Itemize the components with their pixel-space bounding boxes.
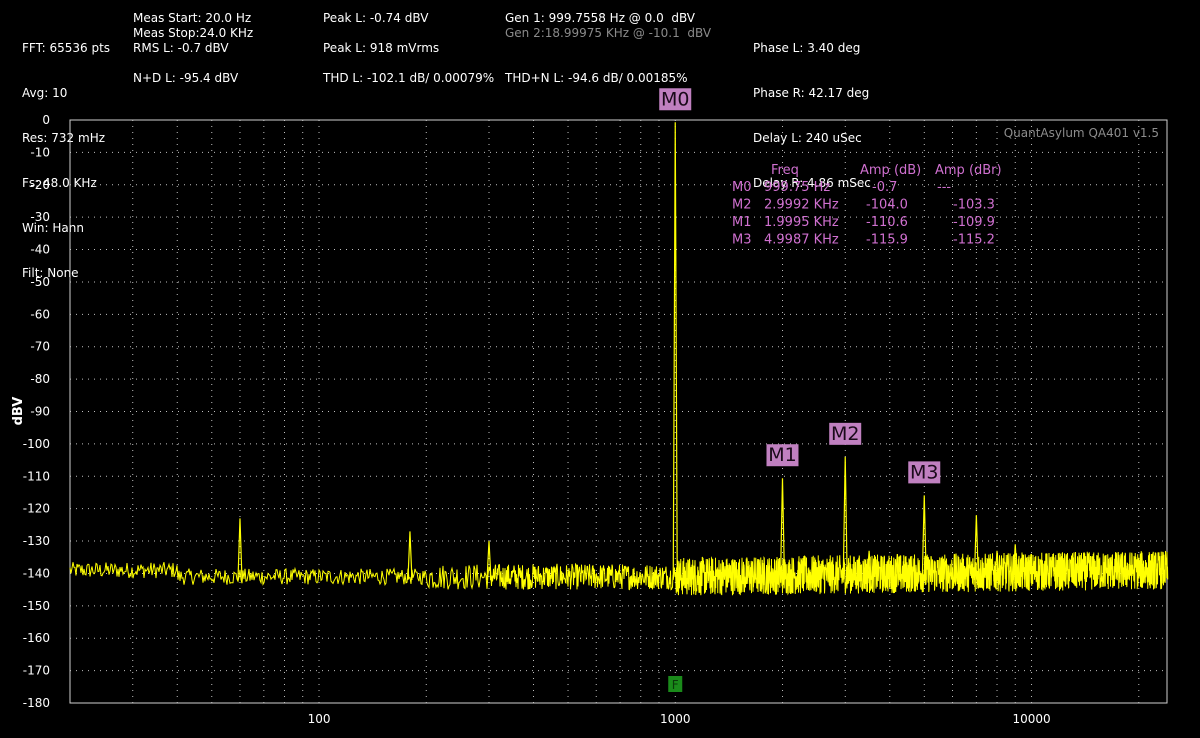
- avg-count: Avg: 10: [22, 86, 68, 100]
- fft-info: FFT: 65536 pts Avg: 10 Res: 732 mHz Fs: …: [22, 11, 110, 296]
- phase-l: Phase L: 3.40 deg: [753, 41, 861, 55]
- marker-M3-label: M3: [910, 461, 938, 483]
- marker-table-cell: -104.0: [866, 198, 908, 213]
- spike-8: [921, 495, 927, 580]
- marker-table-cell: M3: [732, 233, 752, 248]
- y-tick-label: -90: [30, 405, 50, 419]
- phase-r: Phase R: 42.17 deg: [753, 86, 870, 100]
- y-tick-label: 0: [42, 113, 50, 127]
- marker-table-cell: 4.9987 KHz: [764, 233, 839, 248]
- phase-info: Phase L: 3.40 deg Phase R: 42.17 deg Del…: [753, 11, 871, 206]
- marker-table-cell: -103.3: [953, 198, 995, 213]
- spike-3: [672, 122, 678, 580]
- marker-M0-label: M0: [661, 88, 689, 110]
- spike-7: [894, 553, 900, 580]
- marker-M1-label: M1: [768, 444, 796, 466]
- y-tick-label: -50: [30, 275, 50, 289]
- marker-table-cell: ---: [937, 180, 951, 195]
- plot-frame: [69, 119, 1168, 704]
- marker-table-cell: M0: [732, 180, 752, 195]
- marker-table-cell: -109.9: [953, 215, 995, 230]
- marker-table-cell: -0.7: [872, 180, 897, 195]
- marker-M3-box: [908, 461, 941, 484]
- y-tick-label: -120: [23, 502, 50, 516]
- marker-table-cell: -110.6: [866, 215, 908, 230]
- thdn-readout: THD+N L: -94.6 dB/ 0.00185%: [505, 71, 688, 85]
- spike-9: [973, 515, 979, 580]
- x-tick-label: 10000: [1012, 712, 1050, 726]
- spike-10: [994, 550, 1000, 580]
- gen2-readout: Gen 2:18.99975 KHz @ -10.1 dBV: [505, 26, 712, 40]
- marker-table-header-amp-db: Amp (dB): [860, 163, 921, 178]
- y-axis-ticks: 0 -10 -20 -30 -40 -50 -60 -70 -80 -90 -100 -110 -120…: [23, 113, 50, 710]
- spike-2: [486, 541, 492, 580]
- y-tick-label: -60: [30, 307, 50, 321]
- y-tick-label: -180: [23, 696, 50, 710]
- y-tick-label: -110: [23, 469, 50, 483]
- delay-l: Delay L: 240 uSec: [753, 131, 862, 145]
- spike-11: [1012, 544, 1018, 580]
- y-tick-label: -160: [23, 631, 50, 645]
- y-tick-label: -100: [23, 437, 50, 451]
- marker-M2-box: [829, 422, 862, 445]
- y-tick-label: -150: [23, 599, 50, 613]
- marker-M1-box: [766, 444, 799, 467]
- fft-points: FFT: 65536 pts: [22, 41, 111, 55]
- resolution: Res: 732 mHz: [22, 131, 106, 145]
- marker-table-cell: 1.9995 KHz: [764, 215, 839, 230]
- gen1-readout: Gen 1: 999.7558 Hz @ 0.0 dBV: [505, 11, 696, 25]
- y-tick-label: -40: [30, 243, 50, 257]
- spike-6: [866, 550, 872, 580]
- y-tick-label: -140: [23, 566, 50, 580]
- marker-table-cell: 999.75 Hz: [764, 180, 830, 195]
- marker-table-cell: 2.9992 KHz: [764, 198, 839, 213]
- harmonic-spikes: [237, 122, 1018, 580]
- marker-M0-box: [659, 88, 692, 111]
- marker-M2-label: M2: [831, 423, 859, 445]
- markers: M0 M1 M2 M3 F: [659, 88, 941, 692]
- f-marker-box: [668, 676, 683, 692]
- x-tick-label: 100: [308, 712, 331, 726]
- marker-table: Freq Amp (dB) Amp (dBr) M0 999.75 Hz -0.7 -…: [732, 163, 1002, 248]
- spike-1: [407, 531, 413, 580]
- marker-table-cell: M1: [732, 215, 752, 230]
- peak-mvrms: Peak L: 918 mVrms: [323, 41, 440, 55]
- peak-dbv: Peak L: -0.74 dBV: [323, 11, 429, 25]
- sample-rate: Fs: 48.0 KHz: [22, 176, 97, 190]
- marker-table-header-amp-dbr: Amp (dBr): [935, 163, 1002, 178]
- marker-table-cell: -115.2: [953, 233, 995, 248]
- delay-r: Delay R: 4.86 mSec: [753, 176, 871, 190]
- y-tick-label: -70: [30, 340, 50, 354]
- y-tick-label: -20: [30, 178, 50, 192]
- marker-table-cell: M2: [732, 198, 752, 213]
- y-axis-label: dBV: [11, 397, 26, 426]
- rms-level: RMS L: -0.7 dBV: [133, 41, 229, 55]
- filter-type: Filt: None: [22, 266, 79, 280]
- y-tick-label: -170: [23, 664, 50, 678]
- marker-table-header-freq: Freq: [771, 163, 799, 178]
- marker-table-cell: -115.9: [866, 233, 908, 248]
- x-tick-label: 1000: [660, 712, 691, 726]
- meas-stop: Meas Stop:24.0 KHz: [133, 26, 254, 40]
- x-axis-ticks: 100 1000 10000: [308, 712, 1051, 726]
- spike-0: [237, 518, 243, 580]
- meas-start: Meas Start: 20.0 Hz: [133, 11, 252, 25]
- thd-readout: THD L: -102.1 dB/ 0.00079%: [323, 71, 495, 85]
- y-tick-label: -30: [30, 210, 50, 224]
- window-type: Win: Hann: [22, 221, 84, 235]
- watermark: QuantAsylum QA401 v1.5: [1004, 126, 1159, 140]
- f-marker-label: F: [672, 678, 679, 692]
- y-tick-label: -130: [23, 534, 50, 548]
- noise-distortion: N+D L: -95.4 dBV: [133, 71, 239, 85]
- plot-grid: [70, 120, 1167, 703]
- y-tick-label: -80: [30, 372, 50, 386]
- spectrum-trace: [69, 550, 1169, 596]
- spike-4: [779, 478, 786, 580]
- y-tick-label: -10: [30, 145, 50, 159]
- spike-5: [842, 456, 848, 580]
